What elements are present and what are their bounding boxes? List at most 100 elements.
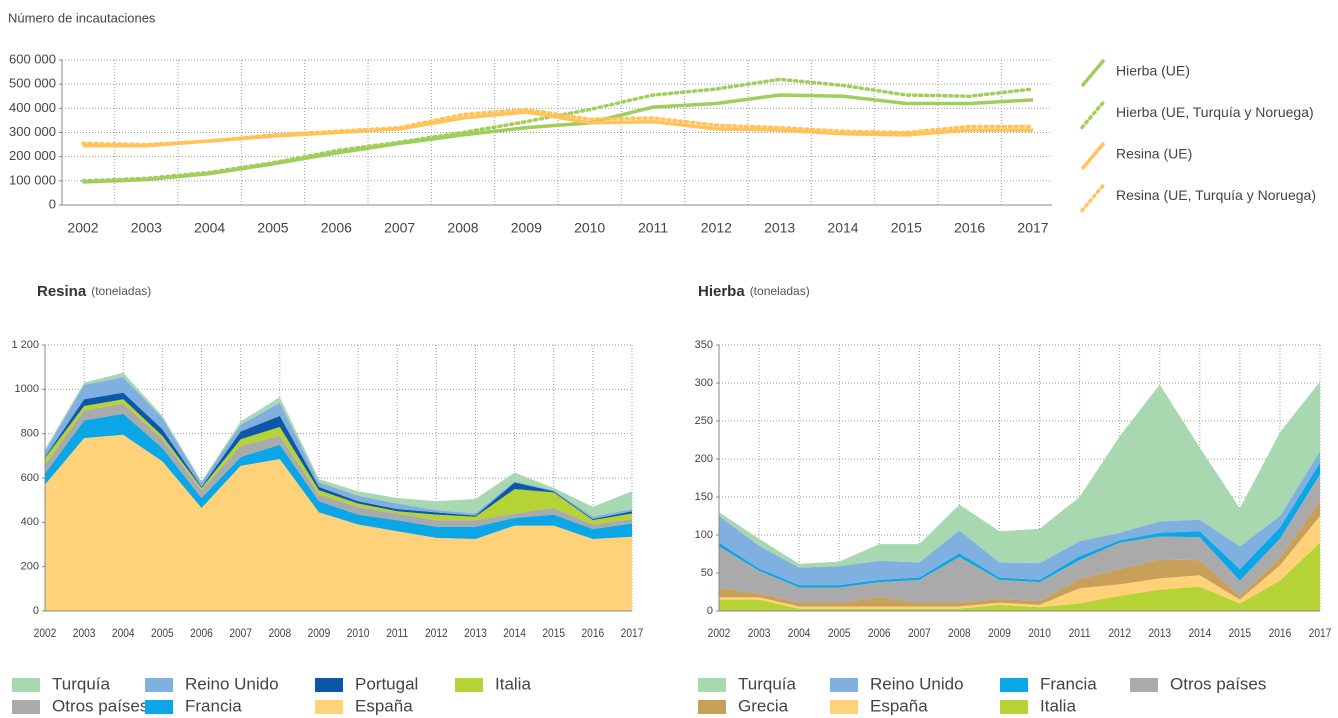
y-tick-label: 250 xyxy=(695,415,713,427)
x-tick-label: 2015 xyxy=(891,220,922,236)
area xyxy=(45,372,632,517)
x-tick-label: 2005 xyxy=(828,627,851,640)
legend-label: Otros países xyxy=(52,696,148,715)
y-tick-label: 600 000 xyxy=(9,51,56,66)
x-tick-label: 2016 xyxy=(954,220,985,236)
x-tick-label: 2015 xyxy=(1229,627,1252,640)
legend-label: Reino Unido xyxy=(870,674,964,693)
x-tick-label: 2008 xyxy=(948,627,971,640)
area xyxy=(45,377,632,520)
y-tick-label: 50 xyxy=(701,567,713,579)
y-tick-label: 0 xyxy=(33,605,39,617)
chart-unit: (toneladas) xyxy=(91,284,151,298)
x-tick-label: 2004 xyxy=(788,627,811,640)
legend-label: Hierba (UE, Turquía y Noruega) xyxy=(1116,104,1314,120)
x-tick-label: 2013 xyxy=(764,220,795,236)
x-tick-label: 2015 xyxy=(542,627,565,640)
area xyxy=(45,399,632,525)
legend-label: Turquía xyxy=(738,674,797,693)
legend-label: España xyxy=(355,696,413,715)
legend-swatch xyxy=(830,700,858,714)
legend-swatch xyxy=(315,700,343,714)
x-tick-label: 2007 xyxy=(908,627,931,640)
legend-label: Turquía xyxy=(52,674,111,693)
x-tick-label: 2005 xyxy=(151,627,174,640)
x-tick-label: 2011 xyxy=(638,220,668,236)
legend-label: Hierba (UE) xyxy=(1116,63,1190,79)
legend-icon xyxy=(1080,141,1106,171)
area xyxy=(719,474,1320,603)
y-tick-label: 1 200 xyxy=(11,339,39,351)
legend-swatch xyxy=(145,678,173,692)
legend-label: Resina (UE) xyxy=(1116,146,1192,162)
x-tick-label: 2006 xyxy=(190,627,213,640)
y-tick-label: 200 xyxy=(21,561,39,573)
x-tick-label: 2010 xyxy=(347,627,370,640)
y-tick-label: 300 xyxy=(695,377,713,389)
x-tick-label: 2002 xyxy=(708,627,731,640)
area xyxy=(719,451,1320,586)
line xyxy=(83,110,1033,148)
x-tick-label: 2017 xyxy=(1309,627,1332,640)
legend-icon xyxy=(1080,58,1106,88)
area xyxy=(719,542,1320,611)
legend-label: Otros países xyxy=(1170,674,1266,693)
x-tick-label: 2007 xyxy=(229,627,252,640)
x-tick-label: 2003 xyxy=(748,627,771,640)
legend-swatch xyxy=(698,678,726,692)
y-tick-label: 600 xyxy=(21,472,39,484)
legend-swatch xyxy=(12,678,40,692)
y-tick-label: 200 xyxy=(695,453,713,465)
x-tick-label: 2016 xyxy=(1269,627,1292,640)
x-tick-label: 2004 xyxy=(112,627,135,640)
legend-swatch xyxy=(1000,678,1028,692)
x-tick-label: 2014 xyxy=(503,627,526,640)
legend-label: Resina (UE, Turquía y Noruega) xyxy=(1116,187,1316,203)
x-tick-label: 2016 xyxy=(582,627,605,640)
x-tick-label: 2013 xyxy=(1148,627,1171,640)
legend-swatch xyxy=(1130,678,1158,692)
y-tick-label: 500 000 xyxy=(9,76,56,91)
x-tick-label: 2008 xyxy=(268,627,291,640)
legend-icon xyxy=(1080,182,1106,213)
y-tick-label: 800 xyxy=(21,428,39,440)
y-tick-label: 150 xyxy=(695,491,713,503)
legend-swatch xyxy=(830,678,858,692)
legend-swatch xyxy=(455,678,483,692)
legend-swatch xyxy=(315,678,343,692)
y-tick-label: 300 000 xyxy=(9,124,56,139)
x-tick-label: 2013 xyxy=(464,627,487,640)
x-tick-label: 2004 xyxy=(194,220,225,236)
x-tick-label: 2010 xyxy=(1028,627,1051,640)
legend-label: Portugal xyxy=(355,674,418,693)
x-tick-label: 2011 xyxy=(386,627,408,640)
legend-swatch xyxy=(145,700,173,714)
x-tick-label: 2007 xyxy=(384,220,415,236)
legend-label: Grecia xyxy=(738,696,789,715)
x-tick-label: 2012 xyxy=(1108,627,1131,640)
y-tick-label: 1000 xyxy=(15,383,39,395)
x-tick-label: 2008 xyxy=(447,220,478,236)
chart-title: Resina (toneladas) xyxy=(37,283,151,300)
legend-label: Italia xyxy=(495,674,531,693)
legend-swatch xyxy=(698,700,726,714)
x-tick-label: 2009 xyxy=(308,627,331,640)
x-tick-label: 2012 xyxy=(701,220,732,236)
legend-icon xyxy=(1080,99,1106,130)
x-tick-label: 2011 xyxy=(1069,627,1091,640)
y-tick-label: 200 000 xyxy=(9,148,56,163)
y-tick-label: 400 xyxy=(21,516,39,528)
chart-title-text: Hierba xyxy=(698,283,745,300)
y-tick-label: 0 xyxy=(49,196,56,211)
line xyxy=(81,77,1035,183)
y-tick-label: 100 xyxy=(695,529,713,541)
legend-label: Francia xyxy=(1040,674,1097,693)
x-tick-label: 2006 xyxy=(321,220,352,236)
y-axis-label: Número de incautaciones xyxy=(8,10,156,25)
area xyxy=(719,516,1320,609)
legend-label: Italia xyxy=(1040,696,1076,715)
x-tick-label: 2009 xyxy=(988,627,1011,640)
x-tick-label: 2010 xyxy=(574,220,605,236)
area xyxy=(719,381,1320,568)
